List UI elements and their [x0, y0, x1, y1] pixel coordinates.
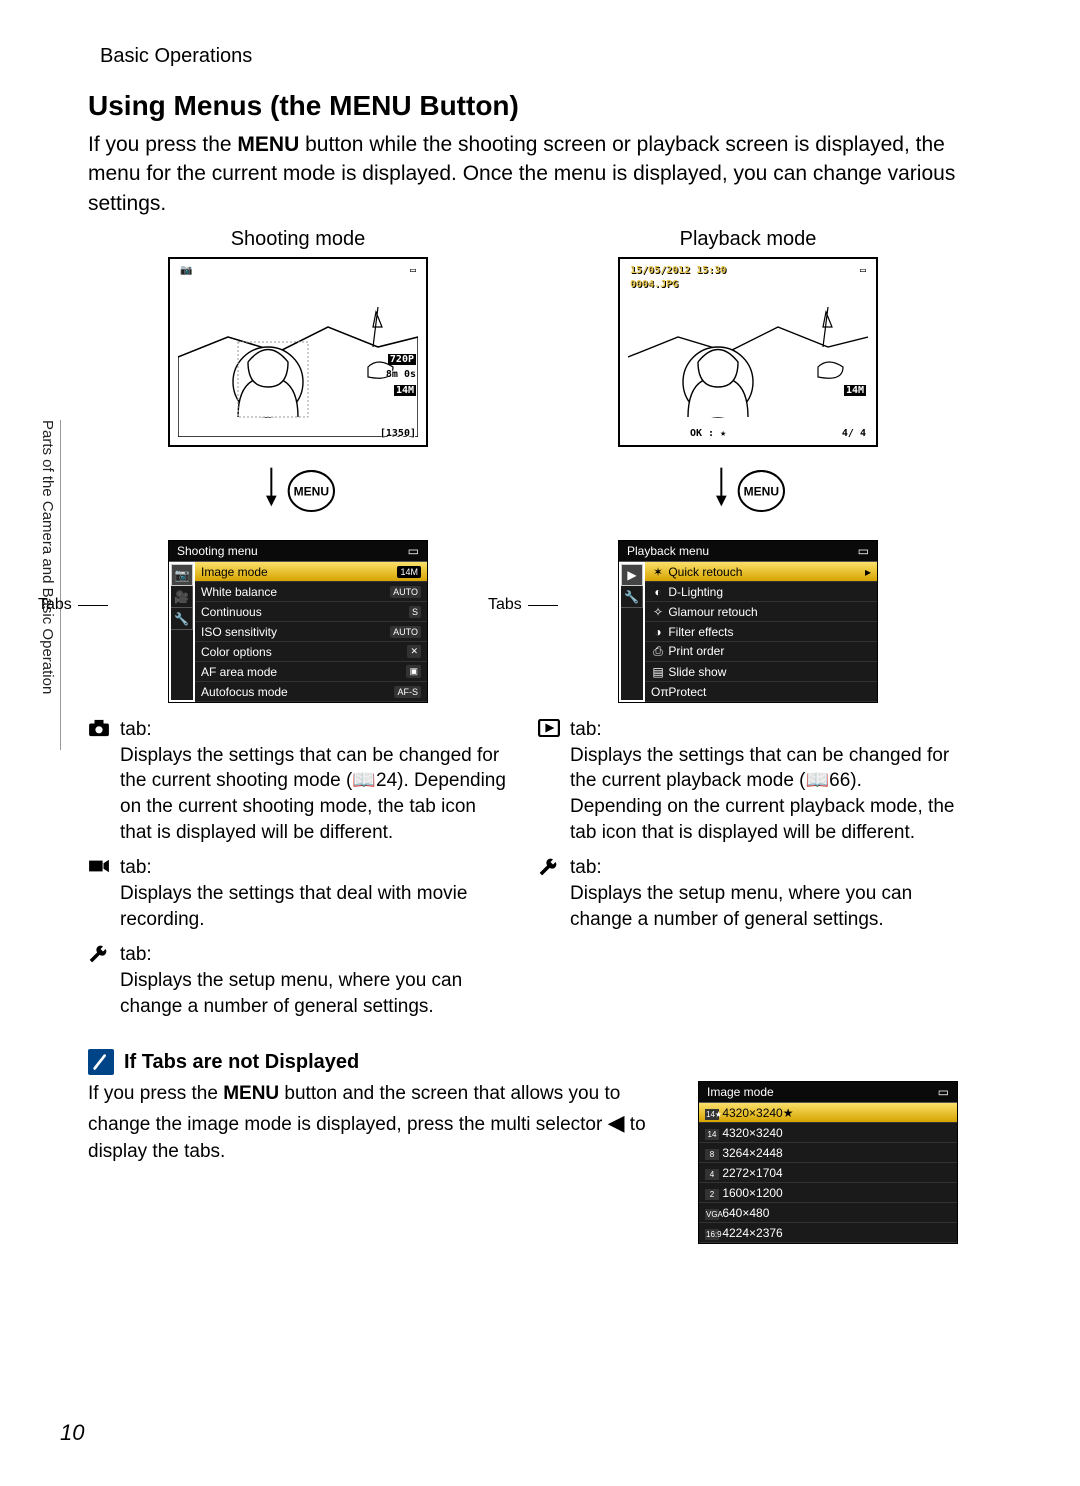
menu-item: 14 4320×3240 — [699, 1123, 957, 1143]
page-title: Using Menus (the MENU Button) — [88, 90, 958, 122]
playback-lcd: 15/05/2012 15:30 0004.JPG ▭ 14M OK : ★ 4… — [618, 257, 878, 447]
page-number: 10 — [60, 1420, 84, 1446]
menu-item: ⎙ Print order — [645, 642, 877, 662]
sidebar-section-label: Parts of the Camera and Basic Operation — [43, 420, 61, 750]
arrow-menu-icon: MENU — [88, 451, 508, 536]
menu-item: White balanceAUTO — [195, 582, 427, 602]
menu-item: VGA 640×480 — [699, 1203, 957, 1223]
note-icon — [88, 1049, 114, 1075]
menu-item: Image mode14M — [195, 562, 427, 582]
tabs-label: Tabs — [38, 596, 72, 614]
tabs-label: Tabs — [488, 596, 522, 614]
note-heading: If Tabs are not Displayed — [124, 1051, 359, 1074]
menu-item: ✶ Quick retouch▸ — [645, 562, 877, 582]
image-mode-menu-screenshot: Image mode▭ 14★ 4320×3240★14 4320×32408 … — [698, 1081, 958, 1244]
wrench-icon — [538, 855, 564, 932]
menu-item: 2 1600×1200 — [699, 1183, 957, 1203]
menu-item: Color options✕ — [195, 642, 427, 662]
menu-item: 16:9 4224×2376 — [699, 1223, 957, 1243]
menu-item: ContinuousS — [195, 602, 427, 622]
intro-paragraph: If you press the MENU button while the s… — [88, 130, 958, 218]
tab-description: tab:Displays the setup menu, where you c… — [538, 855, 958, 932]
playback-mode-label: Playback mode — [538, 228, 958, 251]
menu-item: 8 3264×2448 — [699, 1143, 957, 1163]
tab-description: tab:Displays the settings that can be ch… — [88, 717, 508, 845]
menu-item: Autofocus modeAF-S — [195, 682, 427, 702]
movie-tab-icon: 🎥 — [171, 586, 193, 608]
arrow-menu-icon: MENU — [538, 451, 958, 536]
svg-text:MENU: MENU — [294, 485, 329, 499]
setup-tab-icon: 🔧 — [171, 608, 193, 630]
tab-description: tab:Displays the settings that deal with… — [88, 855, 508, 932]
menu-item: ✧ Glamour retouch — [645, 602, 877, 622]
shooting-mode-label: Shooting mode — [88, 228, 508, 251]
menu-item: Oπ Protect — [645, 682, 877, 702]
menu-item: ISO sensitivityAUTO — [195, 622, 427, 642]
play-icon — [538, 717, 564, 845]
menu-item: ▤ Slide show — [645, 662, 877, 682]
playback-tab-icon: ▶ — [621, 564, 643, 586]
note-text: If you press the MENU button and the scr… — [88, 1081, 678, 1244]
menu-item: 14★ 4320×3240★ — [699, 1103, 957, 1123]
menu-item: ◑ Filter effects — [645, 622, 877, 642]
camera-icon — [88, 717, 114, 845]
shooting-lcd: 📷 ▭ 720P 8m 0s 14M [1350] — [168, 257, 428, 447]
shooting-menu-screenshot: Shooting menu▭ 📷 🎥 🔧 Image mode14MWhite … — [168, 540, 428, 703]
playback-menu-screenshot: Playback menu▭ ▶ 🔧 ✶ Quick retouch▸◐ D-L… — [618, 540, 878, 703]
menu-item: ◐ D-Lighting — [645, 582, 877, 602]
menu-item: 4 2272×1704 — [699, 1163, 957, 1183]
movie-icon — [88, 855, 114, 932]
shooting-tab-icon: 📷 — [171, 564, 193, 586]
menu-glyph-icon: MENU — [329, 90, 411, 121]
tab-description: tab:Displays the settings that can be ch… — [538, 717, 958, 845]
menu-item: AF area mode▣ — [195, 662, 427, 682]
wrench-icon — [88, 942, 114, 1019]
setup-tab-icon: 🔧 — [621, 586, 643, 608]
menu-glyph-icon: MENU — [237, 133, 299, 156]
svg-text:MENU: MENU — [744, 485, 779, 499]
tab-description: tab:Displays the setup menu, where you c… — [88, 942, 508, 1019]
breadcrumb: Basic Operations — [100, 45, 252, 68]
